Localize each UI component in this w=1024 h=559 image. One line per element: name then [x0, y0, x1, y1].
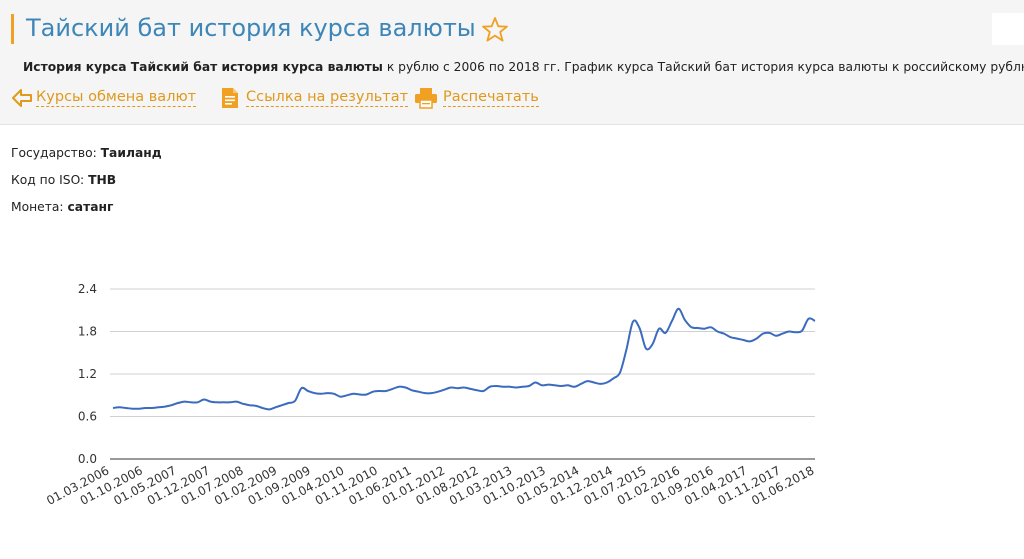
document-icon [222, 88, 238, 108]
coin-value: сатанг [67, 200, 114, 214]
rate-history-chart: 0.00.61.21.82.401.03.200601.10.200601.05… [44, 282, 816, 508]
iso-value: THB [88, 173, 117, 187]
info-state: Государство: Таиланд [11, 146, 162, 160]
arrow-left-icon [12, 89, 32, 107]
exchange-rates-label: Курсы обмена валют [36, 89, 197, 107]
result-link[interactable]: Ссылка на результат [220, 86, 409, 110]
y-tick-label: 0.0 [78, 452, 97, 466]
print-link[interactable]: Распечатать [414, 86, 539, 110]
coin-label: Монета: [11, 200, 64, 214]
page-header: Тайский бат история курса валюты История… [0, 0, 1024, 125]
result-link-label: Ссылка на результат [246, 89, 409, 107]
state-label: Государство: [11, 146, 97, 160]
state-value: Таиланд [100, 146, 162, 160]
print-label: Распечатать [443, 89, 539, 107]
page-description: История курса Тайский бат история курса … [23, 60, 1024, 74]
title-accent-bar [11, 14, 14, 44]
y-tick-label: 1.2 [78, 367, 97, 381]
exchange-rates-link[interactable]: Курсы обмена валют [11, 86, 197, 110]
star-outline-icon[interactable] [481, 16, 509, 44]
corner-widget [992, 13, 1024, 45]
description-bold: История курса Тайский бат история курса … [23, 60, 383, 74]
description-text: к рублю с 2006 по 2018 гг. График курса … [382, 60, 1024, 74]
info-iso: Код по ISO: THB [11, 173, 116, 187]
y-tick-label: 1.8 [78, 325, 97, 339]
series-line [112, 307, 816, 411]
info-coin: Монета: сатанг [11, 200, 113, 214]
printer-icon [415, 88, 437, 109]
action-links: Курсы обмена валют Ссылка на результат Р… [0, 86, 1024, 110]
y-tick-label: 0.6 [78, 410, 97, 424]
page-title: Тайский бат история курса валюты [26, 14, 476, 42]
y-tick-label: 2.4 [78, 282, 97, 296]
iso-label: Код по ISO: [11, 173, 85, 187]
